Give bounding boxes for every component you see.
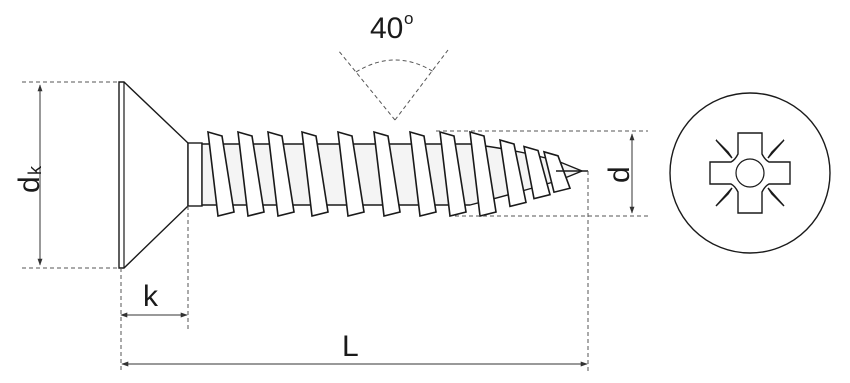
angle-ray-left: [337, 49, 396, 121]
dk-label: d k: [13, 165, 46, 193]
rib-bottom-left: [715, 187, 733, 207]
pozidriv-head-icon: [669, 92, 831, 254]
thread-crest: [439, 130, 467, 217]
screw-thread: [201, 130, 588, 217]
thread-crest: [337, 130, 365, 217]
l-label: L: [342, 330, 359, 363]
screw-neck: [187, 142, 203, 207]
rib-top-left: [715, 139, 733, 159]
dk-dimension: d k: [13, 81, 119, 269]
thread-crest: [267, 130, 295, 217]
d-label: d: [603, 166, 636, 183]
thread-crest: [237, 130, 265, 217]
screw-side-view: [118, 81, 588, 269]
thread-crest: [207, 130, 235, 217]
l-dimension: L: [120, 171, 589, 372]
dk-label-main: d: [13, 176, 46, 193]
recess-center: [735, 158, 765, 188]
angle-degree-mark: o: [404, 9, 413, 28]
k-label: k: [143, 280, 159, 313]
thread-crests: [207, 130, 572, 217]
k-dimension: k: [120, 206, 189, 332]
angle-arc: [355, 59, 435, 73]
thread-crest: [469, 130, 497, 217]
angle-ray-right: [394, 49, 449, 121]
thread-crest: [301, 130, 329, 217]
thread-crest: [542, 150, 572, 194]
thread-crest: [373, 130, 401, 217]
thread-crest: [499, 138, 527, 208]
thread-crest: [409, 130, 437, 217]
rib-top-right: [767, 139, 785, 159]
screw-head: [118, 81, 189, 269]
countersunk-head: [118, 81, 189, 269]
angle-indicator: 40 o: [337, 9, 449, 121]
dk-label-subscript: k: [25, 165, 45, 175]
angle-label: 40: [370, 12, 403, 45]
thread-crest: [522, 145, 551, 200]
d-dimension: d: [436, 130, 648, 217]
rib-bottom-right: [767, 187, 785, 207]
